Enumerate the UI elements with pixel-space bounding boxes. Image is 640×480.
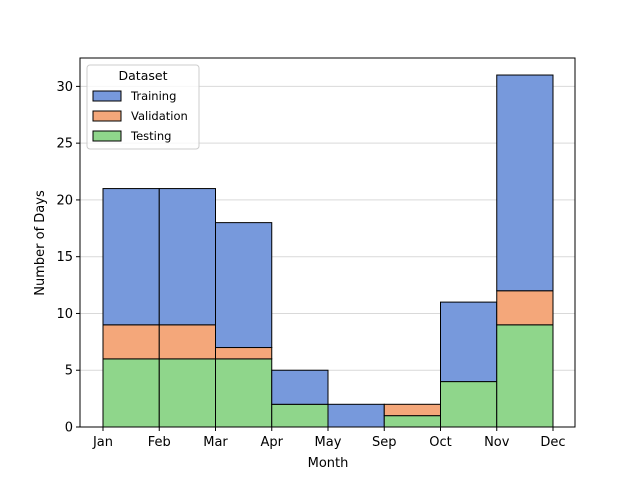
bar-testing-oct [440, 381, 498, 428]
bar-training-feb [158, 188, 216, 326]
x-tick-label: May [315, 435, 342, 450]
bar-testing-apr [271, 403, 329, 428]
legend-entry-validation: Validation [92, 109, 188, 123]
bar-testing-mar [215, 358, 273, 428]
x-tick-label: Mar [203, 435, 228, 450]
bars [102, 74, 554, 428]
x-tick-label: Feb [148, 435, 171, 450]
y-tick-label: 20 [56, 193, 73, 208]
legend-title: Dataset [119, 68, 168, 83]
bar-testing-sep [383, 415, 441, 428]
legend-swatch-training [92, 90, 122, 102]
x-tick-label: Dec [540, 435, 565, 450]
bar-validation-feb [158, 324, 216, 360]
legend-label-training: Training [130, 89, 176, 103]
legend-swatch-testing [92, 130, 122, 142]
bar-testing-nov [496, 324, 554, 428]
legend-entry-training: Training [92, 89, 176, 103]
y-tick-label: 0 [65, 421, 73, 436]
legend: Dataset Training Validation Testing [86, 64, 200, 150]
bar-training-jan [102, 188, 160, 326]
x-tick-label: Jan [92, 435, 113, 450]
legend-entry-testing: Testing [92, 129, 171, 143]
legend-box [86, 64, 200, 150]
x-tick-label: Sep [372, 435, 397, 450]
x-tick-label: Apr [261, 435, 284, 450]
y-tick-label: 5 [65, 364, 73, 379]
legend-label-testing: Testing [130, 129, 171, 143]
bar-training-apr [271, 369, 329, 405]
bar-validation-mar [215, 347, 273, 360]
bar-training-may [327, 403, 385, 428]
x-tick-label: Oct [429, 435, 451, 450]
y-tick-label: 25 [56, 137, 73, 152]
bar-validation-jan [102, 324, 160, 360]
x-tick-label: Nov [484, 435, 510, 450]
bar-testing-feb [158, 358, 216, 428]
legend-label-validation: Validation [131, 109, 188, 123]
bar-validation-nov [496, 290, 554, 326]
axis-ticks: 0 5 10 15 20 25 30 Jan Feb Mar Apr May Sep Oct Nov Dec [56, 80, 565, 450]
y-tick-label: 30 [56, 80, 73, 95]
bar-training-oct [440, 301, 498, 383]
bar-training-nov [496, 74, 554, 292]
bar-validation-sep [383, 403, 441, 417]
bar-training-mar [215, 222, 273, 349]
legend-swatch-validation [92, 110, 122, 122]
y-tick-label: 10 [56, 307, 73, 322]
y-tick-label: 15 [56, 250, 73, 265]
bar-testing-jan [102, 358, 160, 428]
y-axis-title: Number of Days [33, 190, 48, 296]
x-axis-title: Month [308, 456, 349, 471]
